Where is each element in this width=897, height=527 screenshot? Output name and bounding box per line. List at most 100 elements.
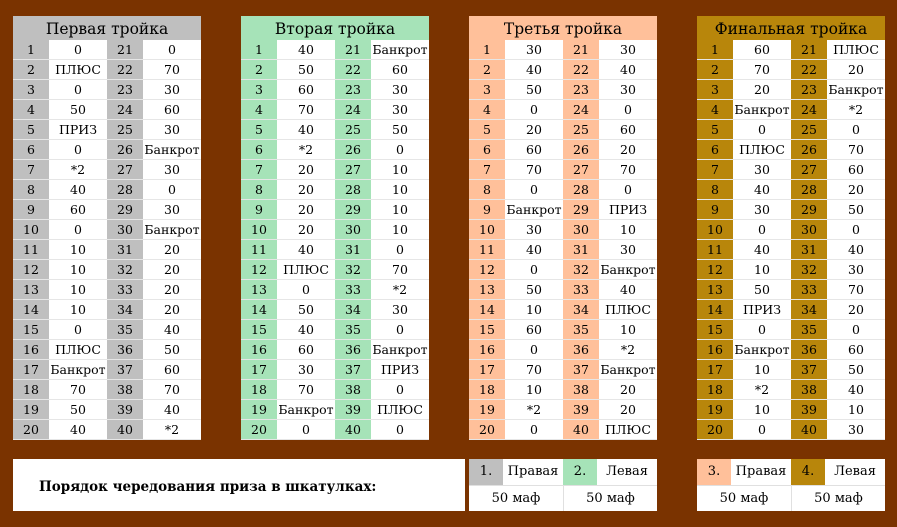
- sector-number: 33: [563, 280, 599, 300]
- sector-number: 23: [107, 80, 143, 100]
- sector-value: ПРИЗ: [733, 300, 791, 320]
- sector-number: 6: [241, 140, 277, 160]
- sector-value: 40: [143, 400, 201, 420]
- sector-number: 26: [335, 140, 371, 160]
- sector-value: ПЛЮС: [599, 420, 657, 440]
- sector-number: 29: [335, 200, 371, 220]
- sector-number: 31: [107, 240, 143, 260]
- board-grid: 1 40 21 Банкрот 2 50 22 60 3 60 23 30 4 70 24 30 5 40 25 50…: [241, 40, 429, 440]
- sector-number: 14: [13, 300, 49, 320]
- sector-number: 11: [697, 240, 733, 260]
- sector-number: 19: [469, 400, 505, 420]
- sector-number: 12: [697, 260, 733, 280]
- sector-value: 10: [49, 280, 107, 300]
- sector-value: 20: [277, 180, 335, 200]
- sector-value: 40: [49, 180, 107, 200]
- sector-value: 50: [277, 60, 335, 80]
- sector-value: *2: [143, 420, 201, 440]
- sector-number: 36: [107, 340, 143, 360]
- sector-value: 10: [371, 180, 429, 200]
- sector-value: 70: [599, 160, 657, 180]
- order-caption: Порядок чередования приза в шкатулках:: [39, 479, 377, 495]
- sector-value: 70: [827, 280, 885, 300]
- sector-value: 30: [143, 160, 201, 180]
- sector-value: 70: [277, 100, 335, 120]
- sector-value: 10: [371, 200, 429, 220]
- sector-number: 4: [697, 100, 733, 120]
- sector-value: 10: [827, 400, 885, 420]
- sector-value: 0: [143, 180, 201, 200]
- sector-number: 11: [241, 240, 277, 260]
- sector-value: 30: [599, 240, 657, 260]
- sector-number: 13: [469, 280, 505, 300]
- sector-value: 30: [505, 40, 563, 60]
- sector-number: 32: [107, 260, 143, 280]
- sector-value: 40: [827, 240, 885, 260]
- sector-number: 40: [563, 420, 599, 440]
- sector-value: 30: [733, 160, 791, 180]
- sector-number: 8: [241, 180, 277, 200]
- sector-number: 21: [791, 40, 827, 60]
- sector-number: 37: [335, 360, 371, 380]
- sector-value: 40: [505, 60, 563, 80]
- sector-number: 15: [469, 320, 505, 340]
- sector-number: 10: [13, 220, 49, 240]
- sector-number: 17: [241, 360, 277, 380]
- sector-number: 23: [335, 80, 371, 100]
- sector-number: 9: [469, 200, 505, 220]
- sector-number: 31: [791, 240, 827, 260]
- sector-number: 39: [563, 400, 599, 420]
- board-first-trio: Первая тройка 1 0 21 0 2 ПЛЮС 22 70 3 0 23 30 4 50 24 6…: [13, 16, 201, 440]
- sector-value: 70: [733, 60, 791, 80]
- sector-number: 21: [335, 40, 371, 60]
- board-third-trio: Третья тройка 1 30 21 30 2 40 22 40 3 50 23 30 4 0 24 0…: [469, 16, 657, 440]
- board-title: Третья тройка: [469, 16, 657, 40]
- sector-number: 32: [791, 260, 827, 280]
- sector-value: 0: [505, 260, 563, 280]
- sector-value: 10: [49, 240, 107, 260]
- sector-number: 22: [335, 60, 371, 80]
- sector-number: 9: [697, 200, 733, 220]
- sector-value: 20: [599, 140, 657, 160]
- sector-value: 0: [371, 320, 429, 340]
- sector-value: 0: [277, 280, 335, 300]
- sector-number: 28: [791, 180, 827, 200]
- sector-value: ПРИЗ: [599, 200, 657, 220]
- sector-value: 40: [599, 60, 657, 80]
- sector-value: 10: [49, 260, 107, 280]
- sector-value: ПЛЮС: [371, 400, 429, 420]
- sector-number: 24: [335, 100, 371, 120]
- sector-number: 23: [563, 80, 599, 100]
- sector-number: 27: [791, 160, 827, 180]
- sector-number: 38: [335, 380, 371, 400]
- sector-value: 20: [143, 280, 201, 300]
- sector-value: 30: [371, 100, 429, 120]
- sector-value: Банкрот: [733, 100, 791, 120]
- order-num: 1.: [469, 459, 503, 485]
- sector-number: 2: [13, 60, 49, 80]
- sector-number: 7: [241, 160, 277, 180]
- sector-number: 23: [791, 80, 827, 100]
- sector-number: 36: [791, 340, 827, 360]
- sector-value: ПЛЮС: [599, 300, 657, 320]
- sector-value: 20: [143, 260, 201, 280]
- sector-number: 26: [107, 140, 143, 160]
- sector-number: 20: [241, 420, 277, 440]
- sector-number: 31: [563, 240, 599, 260]
- sector-number: 1: [469, 40, 505, 60]
- sector-value: 0: [505, 420, 563, 440]
- sector-number: 30: [335, 220, 371, 240]
- sector-value: 0: [733, 120, 791, 140]
- sector-number: 8: [697, 180, 733, 200]
- sector-value: 30: [143, 200, 201, 220]
- sector-number: 37: [107, 360, 143, 380]
- sector-number: 20: [13, 420, 49, 440]
- sector-value: Банкрот: [505, 200, 563, 220]
- sector-value: 20: [143, 300, 201, 320]
- sector-number: 9: [13, 200, 49, 220]
- sector-number: 19: [241, 400, 277, 420]
- sector-number: 27: [563, 160, 599, 180]
- sector-value: 0: [371, 380, 429, 400]
- sector-number: 19: [697, 400, 733, 420]
- sector-number: 22: [107, 60, 143, 80]
